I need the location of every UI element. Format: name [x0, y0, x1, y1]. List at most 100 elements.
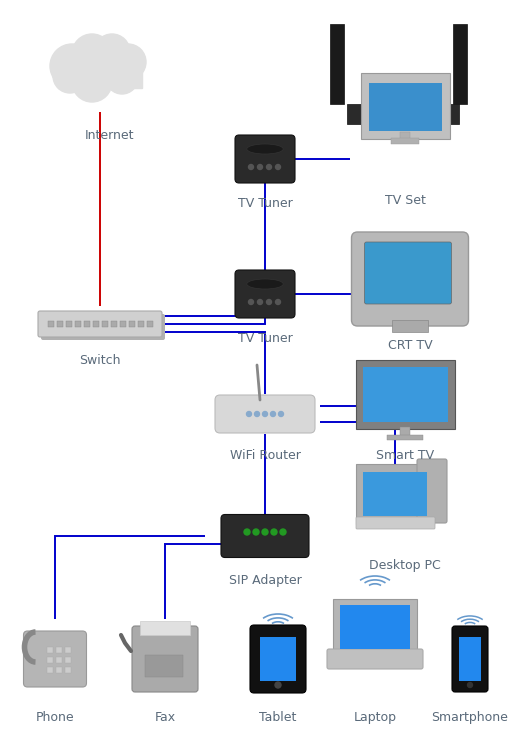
FancyBboxPatch shape [235, 135, 295, 183]
FancyBboxPatch shape [363, 366, 447, 421]
FancyBboxPatch shape [260, 637, 296, 681]
Circle shape [267, 164, 271, 170]
Bar [330, 24, 344, 104]
Circle shape [94, 34, 130, 70]
Circle shape [72, 62, 112, 102]
Text: Laptop: Laptop [354, 711, 397, 724]
Circle shape [270, 412, 276, 416]
Text: TV Set: TV Set [385, 194, 425, 207]
Circle shape [263, 412, 267, 416]
Text: Tablet: Tablet [259, 711, 297, 724]
Circle shape [275, 682, 281, 688]
Bar [453, 24, 467, 104]
Bar [145, 655, 183, 677]
Circle shape [248, 299, 254, 305]
Text: Smartphone: Smartphone [432, 711, 508, 724]
Circle shape [246, 412, 252, 416]
Circle shape [257, 164, 263, 170]
Bar [58, 66, 142, 88]
Circle shape [244, 529, 250, 535]
FancyBboxPatch shape [361, 73, 450, 139]
Circle shape [53, 59, 87, 93]
Circle shape [253, 529, 259, 535]
FancyBboxPatch shape [38, 311, 162, 337]
Bar [48, 321, 54, 327]
Circle shape [467, 682, 473, 688]
Circle shape [248, 164, 254, 170]
Circle shape [255, 412, 259, 416]
Bar [347, 104, 363, 124]
Bar [47, 667, 53, 673]
FancyBboxPatch shape [250, 625, 306, 693]
Circle shape [50, 44, 94, 88]
Circle shape [280, 529, 286, 535]
Bar [147, 321, 153, 327]
Text: Phone: Phone [36, 711, 74, 724]
FancyBboxPatch shape [356, 464, 434, 524]
Bar [391, 138, 419, 144]
Bar [57, 321, 63, 327]
Text: Desktop PC: Desktop PC [369, 559, 441, 572]
FancyBboxPatch shape [24, 631, 86, 687]
Bar [84, 321, 90, 327]
Text: TV Tuner: TV Tuner [237, 332, 292, 345]
Circle shape [257, 299, 263, 305]
Text: WiFi Router: WiFi Router [230, 449, 300, 462]
Bar [129, 321, 135, 327]
Circle shape [267, 299, 271, 305]
Bar [47, 647, 53, 653]
Bar [391, 519, 399, 525]
Circle shape [262, 529, 268, 535]
Bar [387, 525, 403, 529]
Bar [443, 104, 459, 124]
Circle shape [72, 34, 112, 74]
Bar [75, 321, 81, 327]
FancyBboxPatch shape [221, 514, 309, 557]
Text: CRT TV: CRT TV [388, 339, 432, 352]
Bar [400, 132, 410, 140]
Bar [400, 427, 410, 437]
Bar [392, 320, 428, 332]
FancyBboxPatch shape [215, 395, 315, 433]
FancyBboxPatch shape [459, 637, 481, 681]
Text: SIP Adapter: SIP Adapter [228, 574, 301, 587]
FancyBboxPatch shape [365, 242, 452, 304]
Text: Smart TV: Smart TV [376, 449, 434, 462]
FancyBboxPatch shape [352, 232, 468, 326]
Ellipse shape [247, 144, 283, 154]
Bar [138, 321, 144, 327]
Bar [93, 321, 99, 327]
Circle shape [271, 529, 277, 535]
Ellipse shape [247, 279, 283, 289]
Circle shape [276, 299, 280, 305]
Text: Fax: Fax [155, 711, 176, 724]
Bar [102, 321, 108, 327]
Circle shape [278, 412, 283, 416]
Circle shape [110, 44, 146, 80]
Bar [65, 647, 71, 653]
FancyBboxPatch shape [235, 270, 295, 318]
FancyBboxPatch shape [355, 360, 454, 428]
FancyBboxPatch shape [132, 626, 198, 692]
Bar [66, 321, 72, 327]
FancyBboxPatch shape [363, 472, 427, 516]
FancyBboxPatch shape [368, 83, 442, 131]
Bar [111, 321, 117, 327]
FancyBboxPatch shape [327, 649, 423, 669]
Circle shape [276, 164, 280, 170]
FancyBboxPatch shape [41, 314, 165, 340]
Text: TV Tuner: TV Tuner [237, 197, 292, 210]
FancyBboxPatch shape [356, 517, 435, 529]
FancyBboxPatch shape [452, 626, 488, 692]
FancyBboxPatch shape [417, 459, 447, 523]
Circle shape [106, 62, 138, 94]
Bar [387, 434, 423, 440]
Bar [65, 657, 71, 663]
Bar [56, 657, 62, 663]
Text: Switch: Switch [79, 354, 121, 367]
Bar [140, 621, 190, 635]
Bar [120, 321, 126, 327]
FancyBboxPatch shape [333, 599, 417, 655]
Text: Internet: Internet [85, 129, 135, 142]
Bar [56, 647, 62, 653]
